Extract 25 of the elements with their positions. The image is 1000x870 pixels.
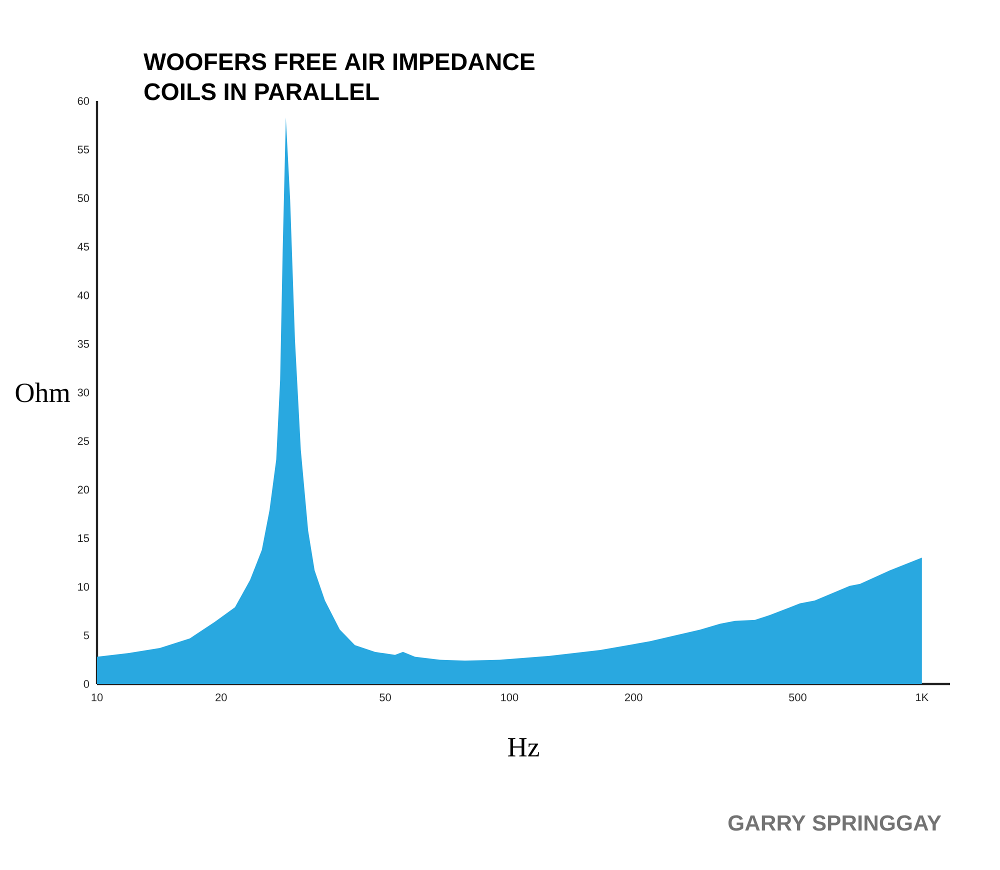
y-tick-label: 0: [84, 680, 90, 688]
x-tick-label: 100: [501, 694, 518, 702]
y-tick-label: 60: [78, 97, 90, 105]
chart-subtitle: COILS IN PARALLEL: [144, 83, 379, 100]
y-tick-label: 40: [78, 291, 90, 300]
y-tick-label: 25: [78, 437, 90, 445]
x-axis-title: Hz: [508, 738, 539, 756]
chart-title: WOOFERS FREE AIR IMPEDANCE: [144, 53, 534, 70]
y-tick-label: 15: [78, 534, 90, 542]
y-tick-label: 50: [78, 194, 90, 202]
text: GARRY SPRINGGAY: [728, 815, 942, 831]
x-tick-label: 500: [789, 694, 806, 702]
x-tick-label: 10: [92, 694, 103, 702]
y-axis-title: Ohm: [16, 382, 70, 402]
x-tick-label: 1K: [916, 694, 928, 702]
x-tick-label: 200: [625, 694, 642, 702]
y-tick-label: 20: [78, 486, 90, 494]
x-tick-label: 20: [216, 694, 227, 702]
x-tick-label: 50: [380, 694, 391, 702]
y-tick-label: 30: [78, 388, 90, 396]
y-tick-label: 10: [78, 582, 90, 591]
y-tick-label: 45: [78, 242, 90, 251]
y-tick-label: 5: [84, 632, 90, 640]
y-tick-label: 55: [78, 146, 90, 154]
y-tick-label: 35: [78, 340, 90, 348]
